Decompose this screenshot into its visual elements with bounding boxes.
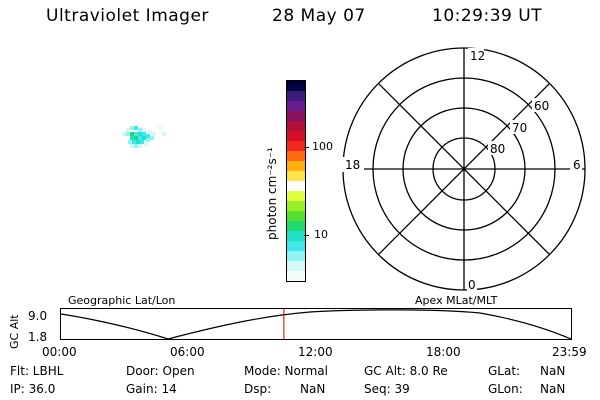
timeline-x-tick-1800: 18:00 <box>426 345 461 359</box>
timeline-y-axis-label: GC Alt <box>8 314 21 349</box>
colorbar <box>286 80 306 282</box>
colorbar-gradient <box>287 81 305 281</box>
colorbar-cell <box>287 121 305 131</box>
polar-diagonal-2 <box>377 82 551 256</box>
colorbar-cell <box>287 241 305 251</box>
timeline-plot <box>60 308 572 340</box>
timeline-x-tick-0000: 00:00 <box>42 345 77 359</box>
timeline-x-tick-2359: 23:59 <box>552 345 587 359</box>
colorbar-label-10: 10 <box>314 228 328 241</box>
colorbar-cell <box>287 161 305 171</box>
status-seq: Seq: 39 <box>364 382 410 396</box>
timeline-y-tick-max: 9.0 <box>28 309 48 323</box>
colorbar-cell <box>287 111 305 121</box>
colorbar-label-100: 100 <box>312 140 333 153</box>
polar-plot: 12 18 6 0 60 70 80 <box>342 47 586 292</box>
lat-label-70: 70 <box>512 121 527 135</box>
lat-label-80: 80 <box>490 142 505 156</box>
status-glat-label: GLat: <box>488 364 521 378</box>
status-gc-alt: GC Alt: 8.0 Re <box>364 364 448 378</box>
mlt-label-18: 18 <box>345 158 360 172</box>
status-filter: Flt: LBHL <box>10 364 64 378</box>
colorbar-cell <box>287 171 305 181</box>
status-dsp-label: Dsp: <box>244 382 272 396</box>
colorbar-cell <box>287 181 305 191</box>
colorbar-cell <box>287 81 305 91</box>
colorbar-cell <box>287 201 305 211</box>
observation-time: 10:29:39 UT <box>432 6 543 26</box>
status-glat-value: NaN <box>540 364 566 378</box>
status-glon-value: NaN <box>540 382 566 396</box>
colorbar-cell <box>287 231 305 241</box>
observation-date: 28 May 07 <box>272 6 366 26</box>
mlt-label-6: 6 <box>573 158 581 172</box>
colorbar-tick-100 <box>304 147 309 148</box>
colorbar-cell <box>287 211 305 221</box>
colorbar-cell <box>287 191 305 201</box>
mlt-label-0: 0 <box>468 278 476 292</box>
colorbar-cell <box>287 261 305 271</box>
timeline-left-title: Geographic Lat/Lon <box>68 294 176 307</box>
status-door: Door: Open <box>126 364 195 378</box>
status-glon-label: GLon: <box>488 382 523 396</box>
colorbar-unit-label: photon cm⁻²s⁻¹ <box>265 147 279 240</box>
status-ip: IP: 36.0 <box>10 382 56 396</box>
colorbar-cell <box>287 151 305 161</box>
colorbar-cell <box>287 141 305 151</box>
status-dsp-value: NaN <box>300 382 326 396</box>
timeline-x-tick-1200: 12:00 <box>298 345 333 359</box>
mlt-label-12: 12 <box>470 49 485 63</box>
timeline-y-tick-min: 1.8 <box>28 330 48 344</box>
timeline-x-tick-0600: 06:00 <box>170 345 205 359</box>
colorbar-tick-10 <box>304 235 309 236</box>
status-mode: Mode: Normal <box>244 364 328 378</box>
colorbar-cell <box>287 271 305 281</box>
colorbar-cell <box>287 131 305 141</box>
colorbar-cell <box>287 91 305 101</box>
timeline-frame <box>60 308 572 340</box>
uv-image <box>122 126 166 148</box>
lat-label-60: 60 <box>534 99 549 113</box>
timeline-right-title: Apex MLat/MLT <box>415 294 498 307</box>
colorbar-cell <box>287 221 305 231</box>
colorbar-cell <box>287 251 305 261</box>
instrument-title: Ultraviolet Imager <box>46 6 209 26</box>
altitude-curve <box>60 309 572 340</box>
colorbar-cell <box>287 101 305 111</box>
status-gain: Gain: 14 <box>126 382 177 396</box>
uv-emission-blob <box>122 126 166 148</box>
